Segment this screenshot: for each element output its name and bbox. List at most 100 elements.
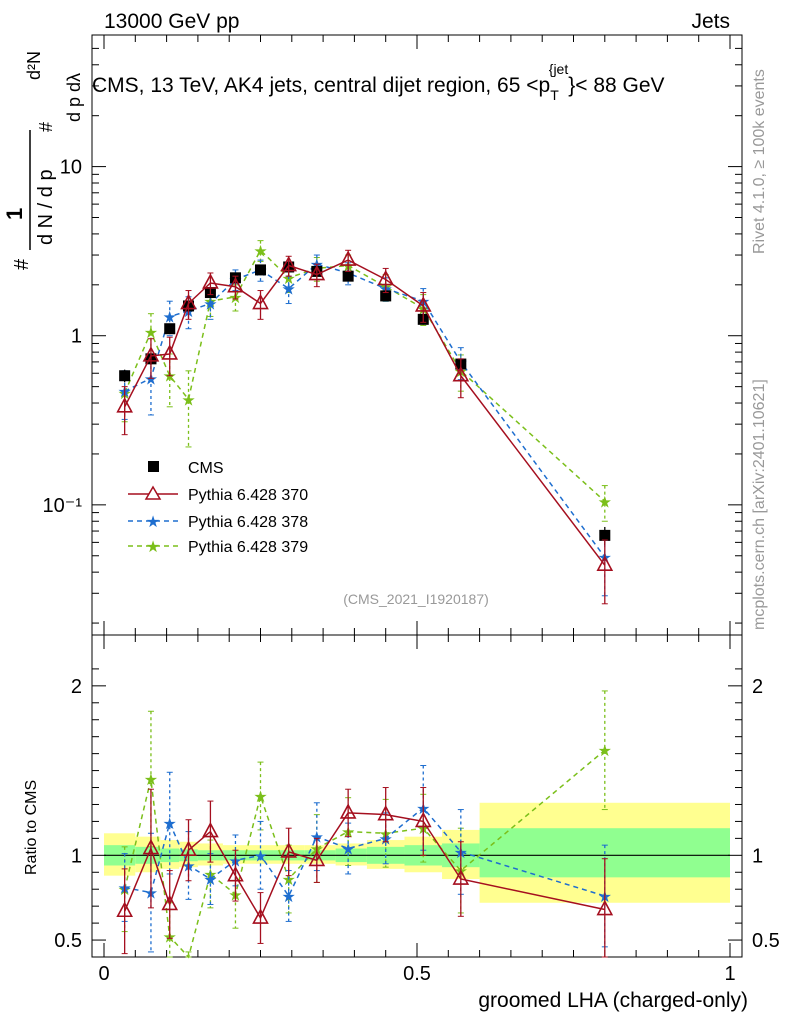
data-point-370: [116, 901, 133, 918]
data-point-370: [452, 366, 470, 382]
ratio-y-tick-label-left: 0.5: [54, 930, 82, 952]
main-y-tick-label: 10: [60, 157, 82, 179]
ratio-panel-frame: [91, 634, 743, 958]
y-title-hash-1: #: [11, 258, 33, 270]
ratio-y-tick-label-left: 1: [71, 845, 82, 867]
data-point-379: ★: [598, 494, 612, 511]
data-point-378: ★: [144, 371, 158, 388]
chart-title-sub: T: [550, 87, 559, 103]
y-title-numerator: 1: [2, 208, 27, 220]
legend-marker-370: [144, 485, 162, 500]
x-tick-label: 0: [98, 963, 109, 985]
data-point-370: [161, 344, 179, 360]
data-point-cms: [342, 270, 354, 282]
data-point-379: ★: [281, 271, 295, 288]
main-y-tick-label: 1: [71, 326, 82, 348]
data-point-379: ★: [253, 243, 267, 260]
data-point-370: [339, 250, 357, 266]
data-point-379: ★: [203, 867, 217, 884]
data-point-378: ★: [203, 872, 217, 889]
data-point-370: [414, 296, 432, 312]
process-label: Jets: [691, 10, 730, 33]
data-point-379: ★: [144, 325, 158, 342]
data-point-cms: [119, 370, 131, 382]
data-point-370: [202, 273, 219, 289]
data-point-370: [142, 346, 160, 362]
ratio-ticks: 0.5 0.5 1 1 2 2 0 0.5 1: [54, 635, 780, 985]
legend-label-379: Pythia 6.428 379: [188, 539, 308, 556]
main-y-ticks: 10⁻¹ 1 10: [43, 34, 742, 635]
data-point-370: [227, 865, 244, 882]
series-line-370: [124, 259, 606, 566]
y-title-right-num: d²N: [24, 51, 44, 80]
data-point-379: ★: [144, 772, 158, 789]
data-point-370: [414, 811, 432, 828]
data-point-378: ★: [163, 816, 177, 833]
analysis-id-label: (CMS_2021_I1920187): [343, 591, 489, 607]
legend-label-378: Pythia 6.428 378: [188, 514, 308, 531]
y-title-hash-2: #: [36, 122, 56, 132]
data-point-379: ★: [598, 743, 612, 760]
ratio-series-group: ★★★★★★★★★★★★★★★★★★★★★★★★★★★: [116, 690, 614, 959]
chart-title: CMS, 13 TeV, AK4 jets, central dijet reg…: [92, 61, 665, 103]
ratio-y-tick-label-left: 2: [71, 676, 82, 698]
data-point-370: [280, 255, 298, 272]
ratio-y-tick-label-right: 2: [752, 676, 763, 698]
data-point-cms: [599, 529, 611, 541]
data-point-370: [308, 264, 326, 281]
series-line-379: [123, 749, 606, 959]
chart-title-prefix: CMS, 13 TeV, AK4 jets, central dijet reg…: [92, 74, 550, 97]
legend-marker-379: ★: [146, 539, 160, 556]
chart-title-suffix: }< 88 GeV: [568, 74, 664, 97]
data-point-370: [180, 293, 197, 310]
data-point-370: [116, 397, 133, 413]
data-point-378: ★: [203, 297, 217, 314]
legend-marker-cms: [148, 461, 159, 472]
y-title-denominator: d N / d p: [35, 169, 57, 245]
legend-marker-378: ★: [146, 514, 160, 531]
data-point-379: ★: [281, 872, 295, 889]
legend: CMS Pythia 6.428 370 ★ Pythia 6.428 378 …: [128, 460, 308, 556]
data-point-378: ★: [163, 309, 177, 326]
data-point-cms: [164, 323, 176, 335]
data-point-370: [452, 869, 470, 885]
chart-title-sup: {jet: [549, 61, 569, 77]
data-point-370: [227, 276, 244, 293]
rivet-version-label: Rivet 4.1.0, ≥ 100k events: [751, 69, 768, 254]
series-line-379: [124, 249, 606, 502]
data-point-370: [252, 293, 269, 310]
series-line-378: [124, 806, 606, 898]
legend-label-cms: CMS: [188, 460, 224, 477]
y-title-right-den: d p dλ: [64, 73, 84, 122]
ratio-y-tick-label-right: 0.5: [752, 930, 780, 952]
x-tick-label: 1: [724, 963, 735, 985]
data-point-378: ★: [281, 282, 295, 299]
data-point-370: [202, 821, 219, 838]
data-point-378: ★: [253, 848, 267, 865]
energy-label: 13000 GeV pp: [104, 10, 239, 33]
main-y-axis-title: # 1 d N / d p # d²N d p dλ: [2, 51, 84, 270]
data-point-cms: [255, 264, 266, 276]
data-point-cms: [380, 290, 392, 302]
data-point-370: [596, 899, 614, 916]
data-point-378: ★: [341, 842, 355, 859]
data-point-370: [339, 803, 357, 819]
series-line-370: [124, 812, 605, 920]
main-panel: 10⁻¹ 1 10 ★★★★★★★★★★★★★★★★★★★★★★★★★★★★: [43, 34, 743, 636]
data-point-370: [252, 908, 269, 924]
data-point-378: ★: [281, 889, 295, 906]
x-tick-label: 0.5: [403, 963, 431, 985]
data-point-370: [377, 269, 395, 286]
x-axis-title: groomed LHA (charged-only): [478, 989, 748, 1012]
main-series-group: ★★★★★★★★★★★★★★★★★★★★★★★★★★★★: [116, 240, 614, 605]
data-point-370: [161, 894, 179, 911]
main-y-tick-label: 10⁻¹: [43, 495, 83, 517]
data-point-370: [308, 850, 326, 867]
data-point-370: [377, 804, 395, 821]
data-point-370: [596, 555, 614, 571]
ratio-y-title: Ratio to CMS: [23, 780, 40, 875]
data-point-370: [142, 838, 160, 855]
data-point-379: ★: [253, 789, 267, 806]
data-point-379: ★: [163, 369, 177, 386]
